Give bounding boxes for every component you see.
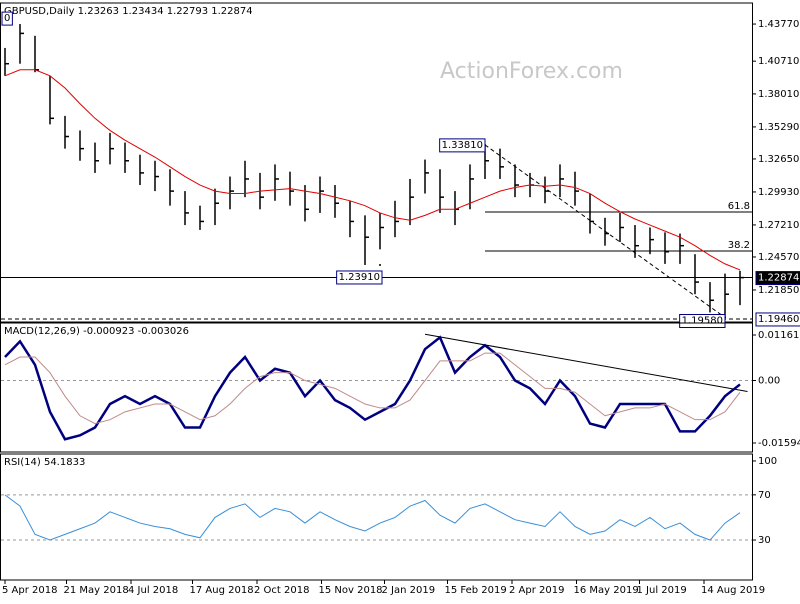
y-tick-label: 1.21850 (758, 285, 799, 296)
series-line (4, 69, 741, 271)
panel-title: RSI(14) 54.1833 (4, 457, 85, 468)
series-line (4, 352, 741, 425)
trend-line (424, 333, 748, 392)
x-tick-label: 2 Jan 2019 (382, 585, 436, 596)
fib-label: 61.8 (728, 201, 750, 212)
panel-frame (0, 2, 753, 323)
x-tick-label: 2 Apr 2019 (509, 585, 564, 596)
x-tick-label: 15 Nov 2018 (319, 585, 383, 596)
label-box (336, 270, 383, 285)
label-box (439, 138, 486, 153)
y-tick-label: 1.32650 (758, 154, 799, 165)
y-tick-label: 1.38010 (758, 89, 799, 100)
y-tick-label: 0.011619 (758, 330, 800, 341)
y-tick-label: 1.24570 (758, 252, 799, 263)
y-tick-label: 1.43770 (758, 19, 799, 30)
y-tick-label: 1.29930 (758, 187, 799, 198)
x-tick-label: 5 Apr 2018 (2, 585, 57, 596)
x-tick-label: 15 Feb 2019 (445, 585, 507, 596)
watermark: ActionForex.com (440, 59, 623, 84)
series-line (4, 494, 741, 541)
label-box (755, 271, 800, 286)
y-tick-label: 1.40710 (758, 56, 799, 67)
panel-frame (0, 322, 753, 453)
x-tick-label: 17 Aug 2018 (190, 585, 254, 596)
x-tick-label: 4 Jul 2018 (128, 585, 178, 596)
price-label: 1.19460 (758, 314, 799, 325)
x-tick-label: 16 May 2019 (574, 585, 639, 596)
price-label: 1.33810 (442, 140, 483, 151)
x-tick-label: 1 Jul 2019 (637, 585, 687, 596)
fib-label: 38.2 (728, 240, 750, 251)
y-tick-label: 0.00 (758, 376, 780, 387)
label-box (1, 11, 13, 26)
y-tick-label: 1.27210 (758, 220, 799, 231)
x-tick-label: 14 Aug 2019 (701, 585, 765, 596)
price-label: 0 (4, 13, 10, 24)
price-label: 1.19580 (682, 316, 723, 327)
label-box (755, 312, 800, 327)
panel-title: GBPUSD,Daily 1.23263 1.23434 1.22793 1.2… (4, 6, 253, 17)
y-tick-label: 100 (758, 456, 777, 467)
y-tick-label: -0.015949 (758, 438, 800, 449)
price-label: 1.23910 (339, 272, 380, 283)
series-line (4, 335, 741, 441)
y-tick-label: 1.35290 (758, 122, 799, 133)
label-box (679, 314, 726, 329)
x-tick-label: 2 Oct 2018 (254, 585, 309, 596)
panel-frame (0, 453, 753, 581)
x-tick-label: 21 May 2018 (64, 585, 129, 596)
panel-title: MACD(12,26,9) -0.000923 -0.003026 (4, 326, 189, 337)
y-tick-label: 70 (758, 490, 771, 501)
y-tick-label: 30 (758, 535, 771, 546)
price-point (379, 263, 381, 266)
price-label: 1.22874 (758, 273, 799, 284)
